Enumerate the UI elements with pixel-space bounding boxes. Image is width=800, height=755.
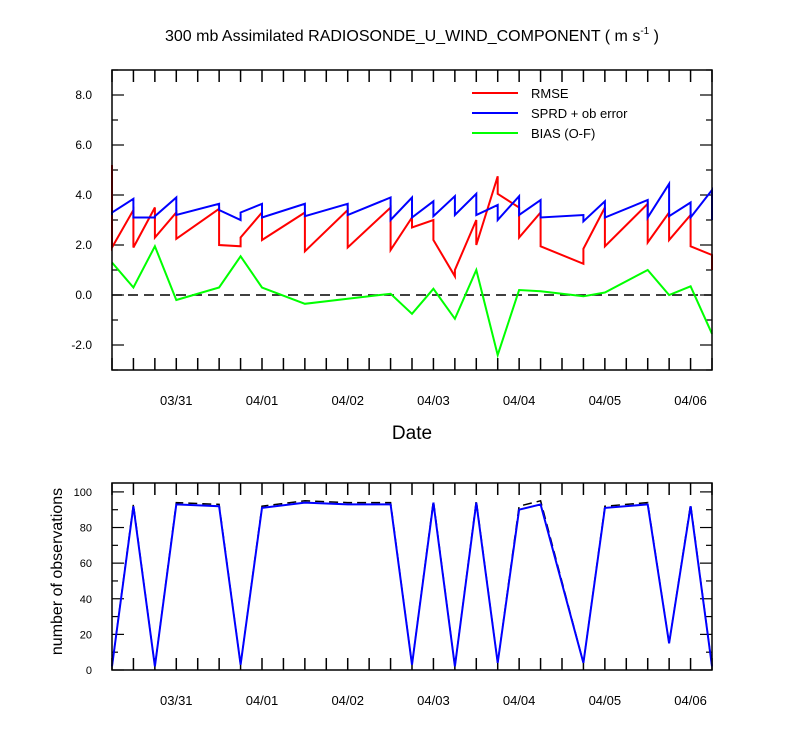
y-tick-label: 60 xyxy=(80,558,92,570)
x-tick-label: 03/31 xyxy=(160,393,193,408)
x-tick-label: 04/03 xyxy=(417,393,450,408)
x-tick-label: 04/06 xyxy=(674,693,707,708)
x-tick-label: 04/05 xyxy=(589,693,622,708)
y-tick-label: 20 xyxy=(80,629,92,641)
x-tick-label: 04/01 xyxy=(246,393,279,408)
legend: RMSE SPRD + ob error BIAS (O-F) xyxy=(472,86,628,141)
y-tick-label: 6.0 xyxy=(75,138,92,152)
chart-title: 300 mb Assimilated RADIOSONDE_U_WIND_COM… xyxy=(165,26,659,45)
chart-title-superscript: -1 xyxy=(640,26,649,37)
x-tick-label: 04/05 xyxy=(589,393,622,408)
x-tick-label: 04/02 xyxy=(331,393,364,408)
legend-label-sprd: SPRD + ob error xyxy=(531,106,628,121)
y-tick-label: 0.0 xyxy=(75,288,92,302)
y-tick-label: 0 xyxy=(86,665,92,677)
x-tick-label: 04/04 xyxy=(503,393,536,408)
bottom-panel: 0 20 40 60 80 100 03/31 04/01 04/02 04/03 04/04 04… xyxy=(49,482,713,708)
bottom-axis-ticks xyxy=(111,483,713,671)
x-tick-label: 03/31 xyxy=(160,693,193,708)
bottom-plot-frame xyxy=(111,482,713,671)
top-panel: -2.0 0.0 2.0 4.0 6.0 8.0 03/31 04/01 04/02 04/03… xyxy=(71,69,713,444)
series-line-sprd xyxy=(111,180,713,224)
x-tick-label: 04/06 xyxy=(674,393,707,408)
top-plot-frame xyxy=(111,69,713,371)
x-tick-label: 04/01 xyxy=(246,693,279,708)
y-tick-label: 8.0 xyxy=(75,88,92,102)
chart-title-main: 300 mb Assimilated RADIOSONDE_U_WIND_COM… xyxy=(165,28,640,45)
series-line-used xyxy=(111,501,713,667)
y-tick-label: 4.0 xyxy=(75,188,92,202)
y-tick-label: 100 xyxy=(74,487,92,499)
bottom-y-tick-labels: 0 20 40 60 80 100 xyxy=(74,487,92,677)
y-tick-label: 40 xyxy=(80,594,92,606)
series-line-rmse xyxy=(111,165,713,280)
bottom-y-axis-label: number of observations xyxy=(49,488,66,655)
x-tick-label: 04/02 xyxy=(331,693,364,708)
top-x-tick-labels: 03/31 04/01 04/02 04/03 04/04 04/05 04/06 xyxy=(160,393,707,408)
top-series-group xyxy=(111,165,713,359)
x-tick-label: 04/04 xyxy=(503,693,536,708)
top-y-tick-labels: -2.0 0.0 2.0 4.0 6.0 8.0 xyxy=(71,88,92,352)
bottom-series-group xyxy=(111,499,713,667)
top-x-axis-label: Date xyxy=(392,423,432,444)
series-line-possible xyxy=(111,499,713,667)
bottom-x-tick-labels: 03/31 04/01 04/02 04/03 04/04 04/05 04/06 xyxy=(160,693,707,708)
legend-label-bias: BIAS (O-F) xyxy=(531,126,595,141)
chart-title-close: ) xyxy=(649,28,659,45)
series-line-bias xyxy=(111,243,713,359)
y-tick-label: 2.0 xyxy=(75,238,92,252)
y-tick-label: 80 xyxy=(80,523,92,535)
y-tick-label: -2.0 xyxy=(71,338,92,352)
x-tick-label: 04/03 xyxy=(417,693,450,708)
legend-label-rmse: RMSE xyxy=(531,86,569,101)
